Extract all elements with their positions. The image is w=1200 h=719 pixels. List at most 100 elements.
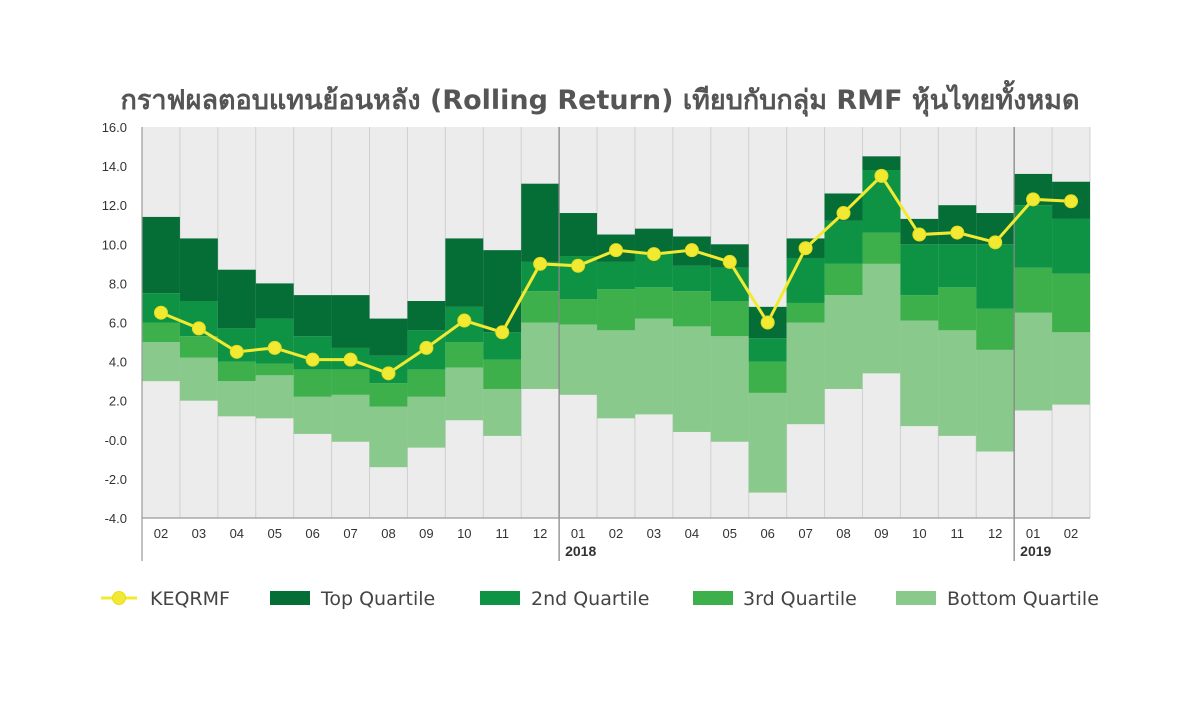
axis-layer: 16.0 14.0 12.0 10.0 8.0 6.0 4.0 2.0 -0.0 -2.0 -4.0…	[102, 120, 1090, 561]
x-tick-label: 02	[609, 526, 623, 541]
x-tick-label: 09	[874, 526, 888, 541]
bottom-quartile-bar	[445, 367, 484, 421]
top-quartile-bar	[217, 269, 256, 329]
y-tick-label: 16.0	[102, 120, 127, 135]
third-quartile-bar	[293, 369, 332, 397]
third-quartile-bar	[786, 302, 825, 323]
third-quartile-bar	[445, 342, 484, 368]
third-quartile-bar	[142, 322, 180, 343]
legend-swatch-top	[270, 591, 310, 605]
x-tick-label: 11	[495, 526, 509, 541]
x-tick-label: 04	[685, 526, 699, 541]
top-quartile-bar	[293, 295, 332, 337]
second-quartile-bar	[672, 265, 711, 292]
y-tick-label: 6.0	[109, 316, 127, 331]
third-quartile-bar	[1014, 267, 1053, 313]
top-quartile-bar	[559, 213, 598, 257]
x-tick-label: 03	[192, 526, 206, 541]
top-quartile-bar	[862, 156, 901, 171]
legend-label-keqrmf: KEQRMF	[150, 588, 230, 610]
bottom-quartile-bar	[369, 406, 408, 468]
keqrmf-point	[798, 241, 813, 256]
legend-label-q2: 2nd Quartile	[531, 588, 649, 610]
bottom-quartile-bar	[672, 326, 711, 432]
second-quartile-bar	[824, 220, 863, 264]
keqrmf-point	[571, 258, 586, 273]
second-quartile-bar	[1052, 218, 1090, 274]
second-quartile-bar	[748, 338, 787, 362]
bottom-quartile-bar	[597, 330, 635, 419]
keqrmf-point	[609, 243, 623, 258]
third-quartile-bar	[559, 299, 598, 325]
keqrmf-point	[722, 254, 737, 269]
third-quartile-bar	[824, 263, 863, 296]
keqrmf-point	[836, 206, 851, 221]
keqrmf-point	[646, 247, 661, 262]
third-quartile-bar	[521, 291, 560, 323]
y-tick-label: -0.0	[105, 433, 127, 448]
chart-title: กราฟผลตอบแทนย้อนหลัง (Rolling Return) เท…	[120, 85, 1080, 116]
bottom-quartile-bar	[217, 381, 256, 417]
bottom-quartile-bar	[559, 324, 598, 395]
bottom-quartile-bar	[1052, 332, 1090, 405]
x-tick-label: 05	[267, 526, 281, 541]
bottom-quartile-bar	[521, 322, 560, 389]
x-tick-label: 11	[951, 526, 965, 541]
x-tick-label: 06	[305, 526, 319, 541]
keqrmf-point	[912, 227, 927, 242]
bottom-quartile-bar	[710, 336, 749, 442]
top-quartile-bar	[521, 183, 560, 262]
x-tick-label: 08	[381, 526, 395, 541]
third-quartile-bar	[748, 361, 787, 393]
x-tick-label: 12	[533, 526, 547, 541]
third-quartile-bar	[597, 289, 635, 331]
y-tick-label: 8.0	[109, 276, 127, 291]
bottom-quartile-bar	[293, 396, 332, 434]
y-tick-label: 10.0	[102, 237, 127, 252]
legend-label-bottom: Bottom Quartile	[947, 588, 1099, 610]
second-quartile-bar	[976, 244, 1015, 309]
y-tick-label: 2.0	[109, 394, 127, 409]
year-separators	[558, 127, 1015, 561]
bottom-quartile-bar	[862, 263, 901, 374]
keqrmf-line-layer	[153, 168, 1079, 381]
top-quartile-bar	[369, 318, 408, 356]
x-tick-label: 02	[154, 526, 168, 541]
third-quartile-bar	[862, 232, 901, 264]
bottom-quartile-bar	[938, 330, 977, 436]
top-quartile-bar	[483, 250, 522, 333]
y-tick-label: 14.0	[102, 159, 127, 174]
legend-swatch-q2	[480, 591, 520, 605]
x-tick-label: 03	[647, 526, 661, 541]
year-label: 2019	[1020, 543, 1051, 559]
legend-swatch-q3	[693, 591, 733, 605]
legend-label-q3: 3rd Quartile	[743, 588, 857, 610]
keqrmf-point	[684, 243, 699, 258]
y-tick-label: -2.0	[105, 472, 127, 487]
keqrmf-point	[419, 340, 434, 355]
x-tick-label: 04	[230, 526, 244, 541]
year-label: 2018	[565, 543, 596, 559]
third-quartile-bar	[634, 287, 673, 319]
keqrmf-point	[381, 366, 396, 381]
x-tick-label: 01	[1026, 526, 1040, 541]
bottom-quartile-bar	[786, 322, 825, 425]
keqrmf-point	[191, 321, 206, 336]
bottom-quartile-bar	[900, 320, 939, 427]
keqrmf-point	[267, 340, 282, 355]
x-tick-label: 07	[343, 526, 357, 541]
third-quartile-bar	[976, 308, 1015, 350]
bottom-quartile-bar	[1014, 312, 1053, 411]
third-quartile-bar	[672, 291, 711, 327]
legend: KEQRMF Top Quartile 2nd Quartile 3rd Quarti…	[101, 588, 1099, 610]
top-quartile-bar	[179, 238, 218, 301]
bottom-quartile-bar	[179, 357, 218, 401]
third-quartile-bar	[1052, 273, 1090, 333]
second-quartile-bar	[900, 244, 939, 296]
legend-swatch-bottom	[896, 591, 936, 605]
bottom-quartile-bar	[748, 392, 787, 493]
keqrmf-point	[1026, 192, 1041, 207]
bottom-quartile-bar	[142, 342, 180, 382]
keqrmf-point	[495, 325, 510, 340]
